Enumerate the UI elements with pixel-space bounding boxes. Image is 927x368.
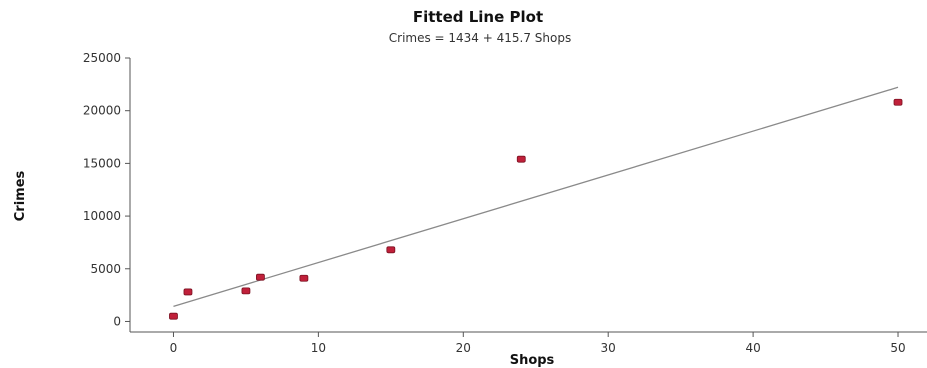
y-axis-label: Crimes — [13, 170, 28, 221]
x-tick-label: 20 — [456, 341, 471, 355]
y-tick-label: 10000 — [83, 209, 121, 223]
y-tick-label: 25000 — [83, 51, 121, 65]
fit-line-group — [173, 86, 899, 307]
chart-title: Fitted Line Plot — [413, 8, 543, 26]
data-point — [386, 246, 396, 254]
x-tick-label: 40 — [745, 341, 760, 355]
data-point — [183, 288, 193, 296]
y-tick-label: 0 — [113, 314, 121, 328]
fitted-regression-line — [173, 86, 899, 307]
data-point — [169, 312, 178, 320]
x-tick-label: 0 — [170, 341, 178, 355]
points-group — [169, 98, 903, 320]
x-tick-label: 10 — [311, 341, 326, 355]
x-tick-label: 50 — [890, 341, 905, 355]
x-axis-label: Shops — [510, 353, 555, 368]
data-point — [241, 287, 251, 295]
y-tick-label: 20000 — [83, 104, 121, 118]
ticks-group: 0 10 20 30 40 50 0 5000 10000 15000 20000 25000 — [83, 51, 906, 355]
data-point — [893, 98, 903, 106]
y-tick-label: 5000 — [90, 262, 121, 276]
data-point — [516, 155, 526, 163]
data-point — [299, 274, 309, 282]
chart-subtitle: Crimes = 1434 + 415.7 Shops — [389, 31, 571, 45]
y-tick-label: 15000 — [83, 156, 121, 170]
data-point — [256, 273, 265, 281]
x-tick-label: 30 — [601, 341, 616, 355]
